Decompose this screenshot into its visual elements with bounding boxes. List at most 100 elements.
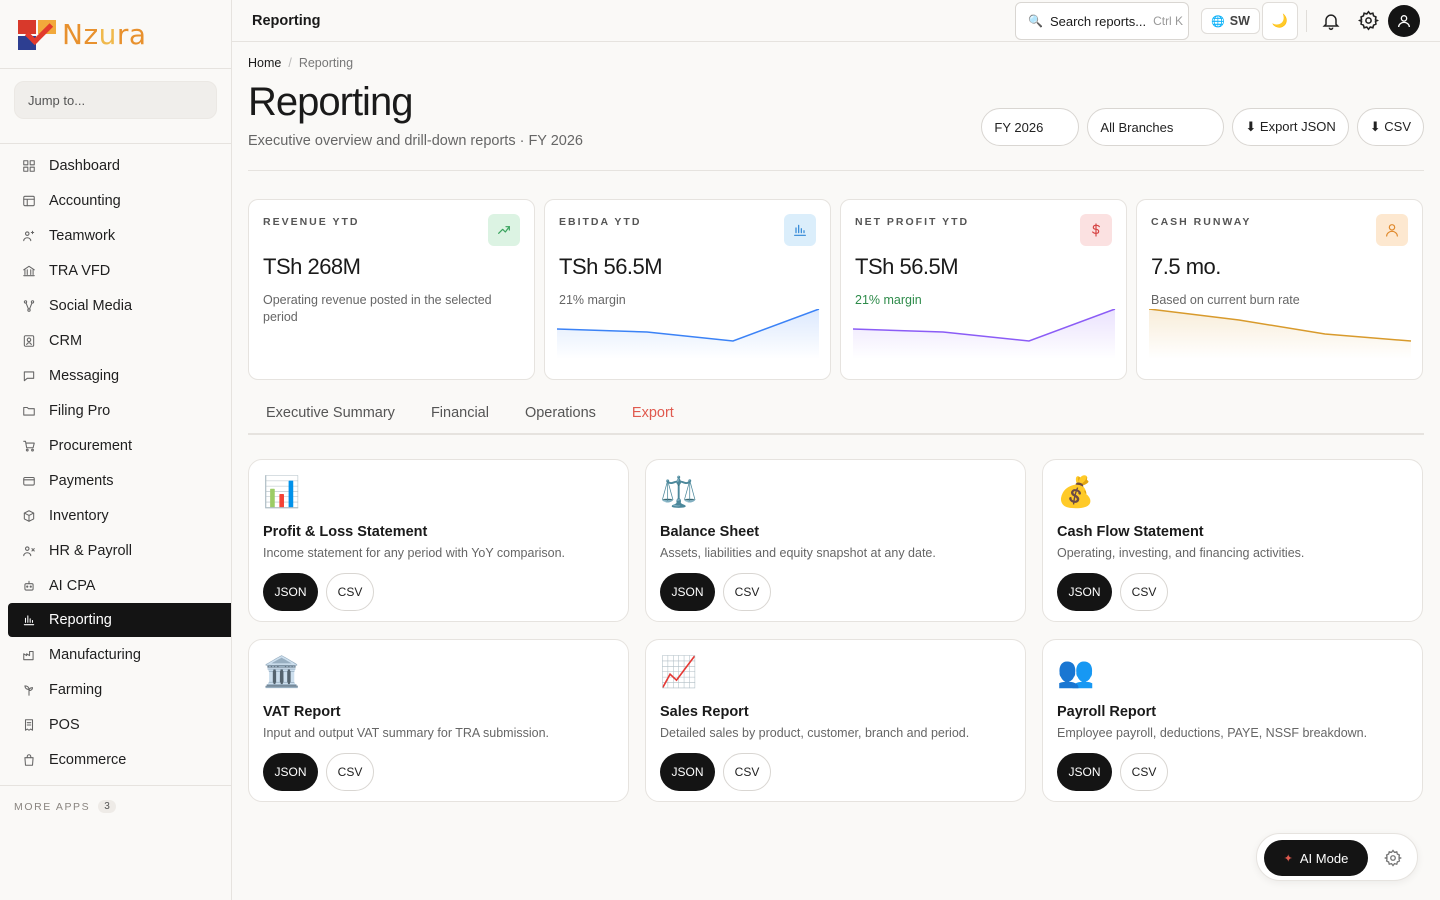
ai-settings-icon[interactable] [1384,849,1402,867]
sidebar-item-manufacturing[interactable]: Manufacturing [0,637,231,672]
more-apps-count: 3 [98,800,116,813]
report-card: 👥 Payroll Report Employee payroll, deducti… [1042,639,1423,802]
sidebar-item-icon [22,404,36,418]
kpi-card[interactable]: EBITDA YTD TSh 56.5M 21% margin [544,199,831,380]
sidebar-item-icon [22,718,36,732]
search-reports-button[interactable]: 🔍 Search reports... Ctrl K [1015,2,1189,40]
report-description: Income statement for any period with YoY… [263,546,566,560]
sidebar-item-pos[interactable]: POS [0,707,231,742]
jump-to-placeholder: Jump to... [28,92,86,108]
bar-chart-icon [794,224,806,236]
export-json-button[interactable]: ⬇ Export JSON [1232,108,1349,146]
report-title: Cash Flow Statement [1057,524,1204,540]
ai-mode-button[interactable]: ✦ AI Mode [1264,840,1368,876]
sidebar-item-dashboard[interactable]: Dashboard [0,148,231,183]
sidebar-item-filing-pro[interactable]: Filing Pro [0,393,231,428]
sidebar-item-farming[interactable]: Farming [0,672,231,707]
theme-toggle[interactable]: 🌙 [1262,2,1298,40]
report-icon: ⚖️ [660,475,698,510]
kpi-card[interactable]: NET PROFIT YTD TSh 56.5M 21% margin [840,199,1127,380]
breadcrumb-home[interactable]: Home [248,56,282,70]
download-csv-button[interactable]: CSV [723,573,771,611]
gear-icon[interactable] [1358,10,1379,31]
report-actions: JSON CSV [1057,573,1408,611]
sidebar-item-icon [22,264,36,278]
more-apps[interactable]: MORE APPS 3 [0,785,231,827]
tab-operations[interactable]: Operations [524,405,596,421]
sidebar-item-label: Reporting [49,612,112,628]
sidebar-item-icon [22,579,36,593]
kpi-badge [1376,214,1408,246]
year-select[interactable]: FY 2026 [981,108,1080,146]
report-card: 💰 Cash Flow Statement Operating, investing… [1042,459,1423,622]
kpi-badge [1080,214,1112,246]
sidebar-item-reporting[interactable]: Reporting [8,603,231,637]
sidebar-item-label: Dashboard [49,157,120,174]
sidebar-item-icon [22,194,36,208]
report-actions: JSON CSV [263,753,614,791]
branch-select-value: All Branches [1100,119,1174,135]
report-grid: 📊 Profit & Loss Statement Income statement… [248,459,1423,802]
sidebar-item-teamwork[interactable]: Teamwork [0,218,231,253]
topbar-divider [1306,10,1307,32]
export-csv-button[interactable]: ⬇ CSV [1356,108,1424,146]
tab-executive-summary[interactable]: Executive Summary [266,405,395,421]
tab-export[interactable]: Export [631,405,674,421]
download-json-button[interactable]: JSON [660,753,715,791]
person-icon [1386,224,1398,237]
user-avatar[interactable] [1388,5,1420,37]
sparkline-area [1149,309,1411,359]
sidebar-item-hr-payroll[interactable]: HR & Payroll [0,533,231,568]
language-switch[interactable]: 🌐 SW [1201,8,1260,34]
sidebar-item-tra-vfd[interactable]: TRA VFD [0,253,231,288]
kpi-card[interactable]: CASH RUNWAY 7.5 mo. Based on current burn … [1136,199,1423,380]
download-json-button[interactable]: JSON [660,573,715,611]
export-csv-label: ⬇ CSV [1369,119,1411,134]
download-csv-button[interactable]: CSV [326,753,374,791]
sidebar-item-messaging[interactable]: Messaging [0,358,231,393]
sidebar-item-payments[interactable]: Payments [0,463,231,498]
sidebar-item-crm[interactable]: CRM [0,323,231,358]
sidebar-item-label: Filing Pro [49,402,111,419]
brand-logo[interactable]: Nzura [0,0,231,69]
download-csv-button[interactable]: CSV [1120,573,1168,611]
sidebar-item-inventory[interactable]: Inventory [0,498,231,533]
sidebar-item-icon [22,334,36,348]
branch-select[interactable]: All Branches [1087,108,1225,146]
download-csv-button[interactable]: CSV [1120,753,1168,791]
download-csv-button[interactable]: CSV [723,753,771,791]
download-json-button[interactable]: JSON [263,753,318,791]
year-select-value: FY 2026 [994,119,1044,135]
sidebar-item-ecommerce[interactable]: Ecommerce [0,742,231,777]
download-csv-button[interactable]: CSV [326,573,374,611]
sidebar-item-icon [22,613,36,627]
page-subtitle: Executive overview and drill-down report… [248,133,584,149]
download-json-button[interactable]: JSON [263,573,318,611]
sidebar-item-ai-cpa[interactable]: AI CPA [0,568,231,603]
sidebar-item-label: Payments [49,472,114,489]
grid-icon [23,159,35,172]
breadcrumb-separator: / [288,56,292,70]
jump-to-input[interactable]: Jump to... [14,81,217,119]
header-divider [248,170,1424,171]
kpi-label: NET PROFIT YTD [855,216,970,228]
kpi-card[interactable]: REVENUE YTD TSh 268M Operating revenue pos… [248,199,535,380]
users-icon [23,230,35,241]
bell-icon[interactable] [1321,11,1341,31]
sidebar-item-procurement[interactable]: Procurement [0,428,231,463]
cart-icon [23,440,35,451]
sidebar-item-accounting[interactable]: Accounting [0,183,231,218]
ai-dock: ✦ AI Mode [1256,833,1418,881]
sidebar: Nzura Jump to... Dashboard Accounting Team… [0,0,232,900]
sidebar-item-social-media[interactable]: Social Media [0,288,231,323]
kpi-subtext: 21% margin [855,293,922,307]
sidebar-item-icon [22,474,36,488]
language-code: SW [1229,14,1250,28]
report-description: Operating, investing, and financing acti… [1057,546,1305,560]
sidebar-item-label: Teamwork [49,227,116,244]
sidebar-item-label: Manufacturing [49,646,141,663]
download-json-button[interactable]: JSON [1057,573,1112,611]
topbar-title: Reporting [252,12,321,29]
tab-financial[interactable]: Financial [430,405,489,421]
download-json-button[interactable]: JSON [1057,753,1112,791]
